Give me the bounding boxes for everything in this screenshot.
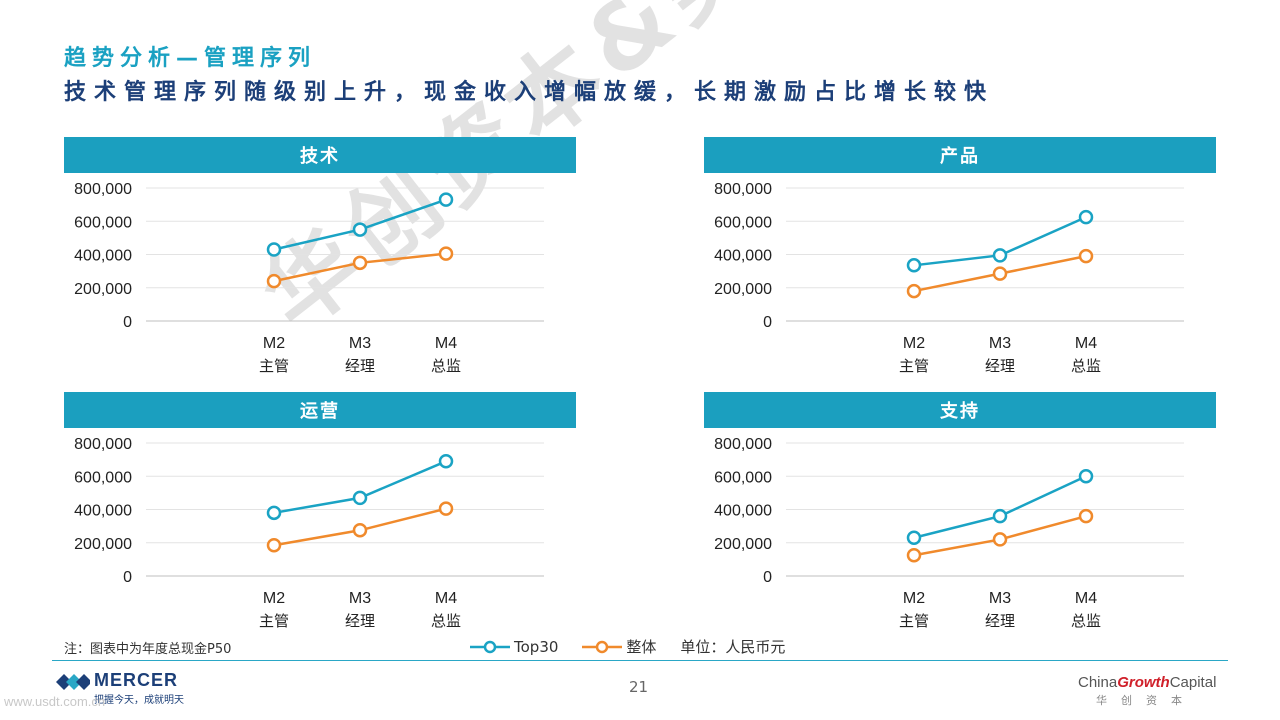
cgc-suffix: Capital bbox=[1169, 674, 1217, 691]
y-tick-label: 400,000 bbox=[714, 503, 772, 520]
data-point bbox=[1078, 469, 1094, 484]
data-point bbox=[352, 490, 368, 506]
y-tick-label: 800,000 bbox=[74, 436, 132, 453]
x-tick-label: M2 bbox=[263, 335, 285, 352]
panel-header-support: 支持 bbox=[704, 392, 1216, 428]
x-tick-label: M4 bbox=[435, 590, 457, 607]
unit-label: 单位：人民币元 bbox=[680, 638, 786, 656]
data-point bbox=[992, 266, 1008, 281]
data-point bbox=[438, 501, 454, 516]
website-watermark: www.usdt.com.cn bbox=[4, 694, 106, 709]
data-point bbox=[1078, 209, 1094, 225]
x-tick-sublabel: 经理 bbox=[345, 357, 375, 375]
legend: Top30 整体 单位：人民币元 bbox=[470, 636, 785, 657]
x-tick-label: M3 bbox=[349, 335, 371, 352]
legend-marker-top30 bbox=[470, 640, 510, 653]
y-tick-label: 800,000 bbox=[714, 436, 772, 453]
cgc-prefix: China bbox=[1078, 674, 1118, 691]
y-tick-label: 200,000 bbox=[74, 536, 132, 553]
x-tick-label: M3 bbox=[989, 335, 1011, 352]
series-line bbox=[913, 475, 1087, 539]
y-tick-label: 0 bbox=[763, 314, 772, 331]
legend-marker-overall bbox=[582, 640, 623, 653]
mercer-logo-icon bbox=[56, 674, 90, 690]
x-tick-label: M4 bbox=[1075, 335, 1097, 352]
data-point bbox=[352, 222, 368, 237]
legend-label-top30: Top30 bbox=[514, 637, 559, 656]
x-tick-label: M3 bbox=[349, 590, 371, 607]
data-point bbox=[906, 283, 922, 299]
cgc-logo-cn: 华创资本 bbox=[1096, 694, 1196, 707]
chart-product: 800,000 600,000 400,000 200,000 0 M2 主管 M3 经理 M4 总… bbox=[714, 181, 1184, 375]
x-tick-sublabel: 主管 bbox=[259, 612, 289, 630]
y-tick-label: 600,000 bbox=[74, 469, 132, 486]
y-tick-label: 0 bbox=[123, 314, 132, 331]
x-tick-sublabel: 经理 bbox=[345, 612, 375, 630]
data-point bbox=[906, 547, 922, 563]
data-point bbox=[266, 273, 282, 289]
cgc-growth: Growth bbox=[1117, 674, 1170, 691]
page-title: 趋势分析—管理序列 bbox=[64, 46, 317, 71]
x-tick-label: M4 bbox=[1075, 590, 1097, 607]
data-point bbox=[266, 242, 282, 257]
data-point bbox=[438, 454, 454, 469]
data-point bbox=[352, 523, 368, 538]
x-tick-sublabel: 总监 bbox=[431, 612, 461, 630]
x-tick-sublabel: 主管 bbox=[259, 357, 289, 375]
data-point bbox=[1078, 248, 1094, 264]
data-point bbox=[438, 192, 454, 207]
chart-support: 800,000 600,000 400,000 200,000 0 M2 主管 M3 经理 M4 总… bbox=[714, 436, 1184, 630]
data-point bbox=[906, 258, 922, 273]
x-tick-sublabel: 总监 bbox=[431, 357, 461, 375]
chart-note: 注：图表中为年度总现金P50 bbox=[64, 642, 232, 657]
x-tick-sublabel: 总监 bbox=[1071, 612, 1101, 630]
data-point bbox=[438, 246, 454, 261]
y-tick-label: 400,000 bbox=[74, 248, 132, 265]
footer-divider bbox=[52, 660, 1228, 661]
mercer-brand: MERCER bbox=[94, 670, 179, 690]
data-point bbox=[266, 537, 282, 553]
panel-header-product: 产品 bbox=[704, 137, 1216, 173]
x-tick-label: M3 bbox=[989, 590, 1011, 607]
y-tick-label: 400,000 bbox=[714, 248, 772, 265]
y-tick-label: 800,000 bbox=[714, 181, 772, 198]
y-tick-label: 200,000 bbox=[74, 281, 132, 298]
data-point bbox=[266, 505, 282, 521]
x-tick-label: M2 bbox=[263, 590, 285, 607]
x-tick-label: M4 bbox=[435, 335, 457, 352]
chart-tech: 800,000 600,000 400,000 200,000 0 M2 主管 M3 经理 M4 总… bbox=[74, 181, 544, 375]
y-tick-label: 200,000 bbox=[714, 536, 772, 553]
x-tick-sublabel: 主管 bbox=[899, 357, 929, 375]
legend-label-overall: 整体 bbox=[626, 638, 657, 656]
x-tick-sublabel: 经理 bbox=[985, 612, 1015, 630]
panel-header-tech: 技术 bbox=[64, 137, 576, 173]
data-point bbox=[352, 255, 368, 271]
legend-item-overall: 整体 bbox=[582, 636, 656, 657]
y-tick-label: 600,000 bbox=[714, 214, 772, 231]
data-point bbox=[992, 508, 1008, 524]
page-subtitle: 技术管理序列随级别上升，现金收入增幅放缓，长期激励占比增长较快 bbox=[64, 80, 995, 105]
chart-operations: 800,000 600,000 400,000 200,000 0 M2 主管 M3 经理 M4 总… bbox=[74, 436, 544, 630]
y-tick-label: 600,000 bbox=[74, 214, 132, 231]
panel-header-operations: 运营 bbox=[64, 392, 576, 428]
y-tick-label: 600,000 bbox=[714, 469, 772, 486]
y-tick-label: 0 bbox=[123, 569, 132, 586]
cgc-logo: ChinaGrowthCapital bbox=[1078, 674, 1216, 691]
page-number: 21 bbox=[629, 678, 649, 696]
x-tick-sublabel: 主管 bbox=[899, 612, 929, 630]
x-tick-label: M2 bbox=[903, 590, 925, 607]
x-tick-label: M2 bbox=[903, 335, 925, 352]
y-tick-label: 800,000 bbox=[74, 181, 132, 198]
data-point bbox=[992, 532, 1008, 547]
data-point bbox=[992, 248, 1008, 263]
x-tick-sublabel: 总监 bbox=[1071, 357, 1101, 375]
data-point bbox=[906, 530, 922, 546]
data-point bbox=[1078, 508, 1094, 524]
mercer-slogan: 把握今天，成就明天 bbox=[94, 695, 184, 706]
x-tick-sublabel: 经理 bbox=[985, 357, 1015, 375]
y-tick-label: 200,000 bbox=[714, 281, 772, 298]
y-tick-label: 0 bbox=[763, 569, 772, 586]
legend-item-top30: Top30 bbox=[470, 638, 558, 656]
y-tick-label: 400,000 bbox=[74, 503, 132, 520]
